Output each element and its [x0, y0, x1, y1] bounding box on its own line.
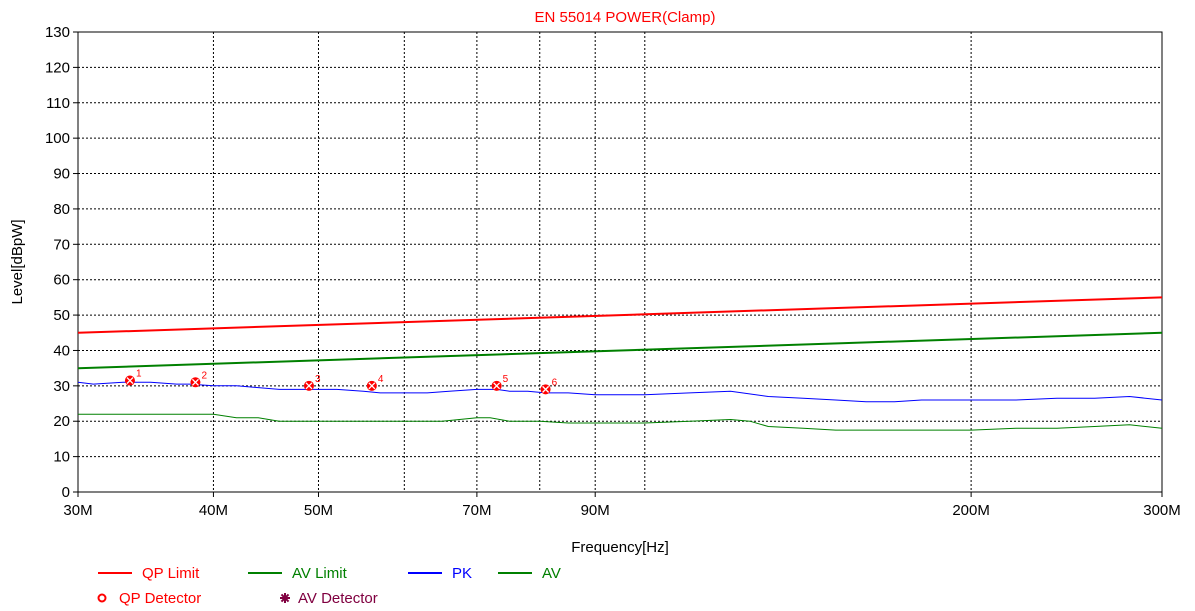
x-tick-label: 70M	[462, 502, 491, 519]
peak-marker-cross	[126, 377, 134, 384]
y-tick-label: 0	[62, 484, 70, 501]
x-axis-title: Frequency[Hz]	[571, 539, 669, 556]
chart-title: EN 55014 POWER(Clamp)	[535, 9, 716, 26]
x-tick-label: 200M	[952, 502, 990, 519]
peak-marker: 1	[124, 369, 142, 386]
legend-item: AV	[498, 565, 561, 582]
y-tick-label: 90	[53, 166, 70, 183]
peak-marker-label: 4	[378, 374, 384, 385]
y-tick-label: 110	[46, 95, 70, 112]
series-qp-limit	[77, 296, 1163, 334]
peak-marker-label: 5	[503, 374, 509, 385]
y-tick-label: 10	[53, 449, 70, 466]
y-axis-ticks: 0 10 20 30 40 50 60 70 80 90 100 110 120 130	[45, 24, 78, 501]
x-tick-label: 90M	[581, 502, 610, 519]
x-tick-label: 50M	[304, 502, 333, 519]
series-pk	[77, 381, 1163, 403]
legend-item: AV Limit	[248, 565, 348, 582]
peak-marker: 3	[303, 374, 321, 391]
peak-marker: 4	[366, 374, 384, 391]
x-tick-label: 300M	[1143, 502, 1181, 519]
peak-marker-label: 3	[315, 374, 321, 385]
legend-item: PK	[408, 565, 472, 582]
av-detector-icon	[280, 593, 290, 603]
x-axis-ticks: 30M 40M 50M 70M 90M 200M 300M	[63, 492, 1181, 519]
y-tick-label: 20	[53, 413, 70, 430]
peak-marker-cross	[493, 382, 501, 390]
y-tick-label: 50	[53, 307, 70, 324]
legend-label: AV	[542, 565, 561, 582]
peak-marker: 6	[540, 377, 558, 395]
y-tick-label: 120	[45, 59, 70, 76]
series-lines	[77, 296, 1163, 431]
y-tick-label: 30	[53, 378, 70, 395]
legend: QP Limit AV Limit PK AV QP Detector AV Detect…	[97, 565, 561, 607]
y-tick-label: 80	[53, 201, 70, 218]
peak-marker: 2	[190, 370, 207, 388]
legend-item: QP Detector	[97, 590, 201, 607]
peak-marker-cross	[191, 378, 199, 386]
x-tick-label: 40M	[199, 502, 228, 519]
grid	[78, 32, 1162, 492]
legend-label: QP Limit	[142, 565, 200, 582]
x-tick-label: 30M	[63, 502, 92, 519]
peak-marker-label: 1	[136, 369, 142, 380]
legend-item: AV Detector	[280, 590, 378, 607]
y-tick-label: 40	[53, 342, 70, 359]
series-av	[78, 413, 1163, 431]
series-av-limit	[77, 331, 1163, 370]
y-tick-label: 130	[45, 24, 70, 41]
legend-label: PK	[452, 565, 472, 582]
y-axis-title: Level[dBpW]	[9, 219, 26, 304]
plot-frame	[77, 31, 1163, 493]
y-tick-label: 60	[53, 272, 70, 289]
peak-markers: 1 2 3 4 5 6	[124, 369, 558, 395]
legend-label: AV Limit	[292, 565, 348, 582]
peak-marker-cross	[368, 382, 376, 390]
peak-marker-cross	[305, 382, 313, 390]
legend-label: QP Detector	[119, 590, 201, 607]
peak-marker-cross	[542, 385, 550, 393]
peak-marker: 5	[491, 374, 509, 391]
legend-label: AV Detector	[298, 590, 378, 607]
y-tick-label: 100	[45, 130, 70, 147]
qp-detector-icon	[97, 593, 107, 603]
peak-marker-label: 2	[201, 370, 207, 381]
legend-item: QP Limit	[98, 565, 200, 582]
y-tick-label: 70	[53, 236, 70, 253]
av-detector-ray	[280, 593, 290, 603]
peak-marker-label: 6	[552, 377, 558, 388]
